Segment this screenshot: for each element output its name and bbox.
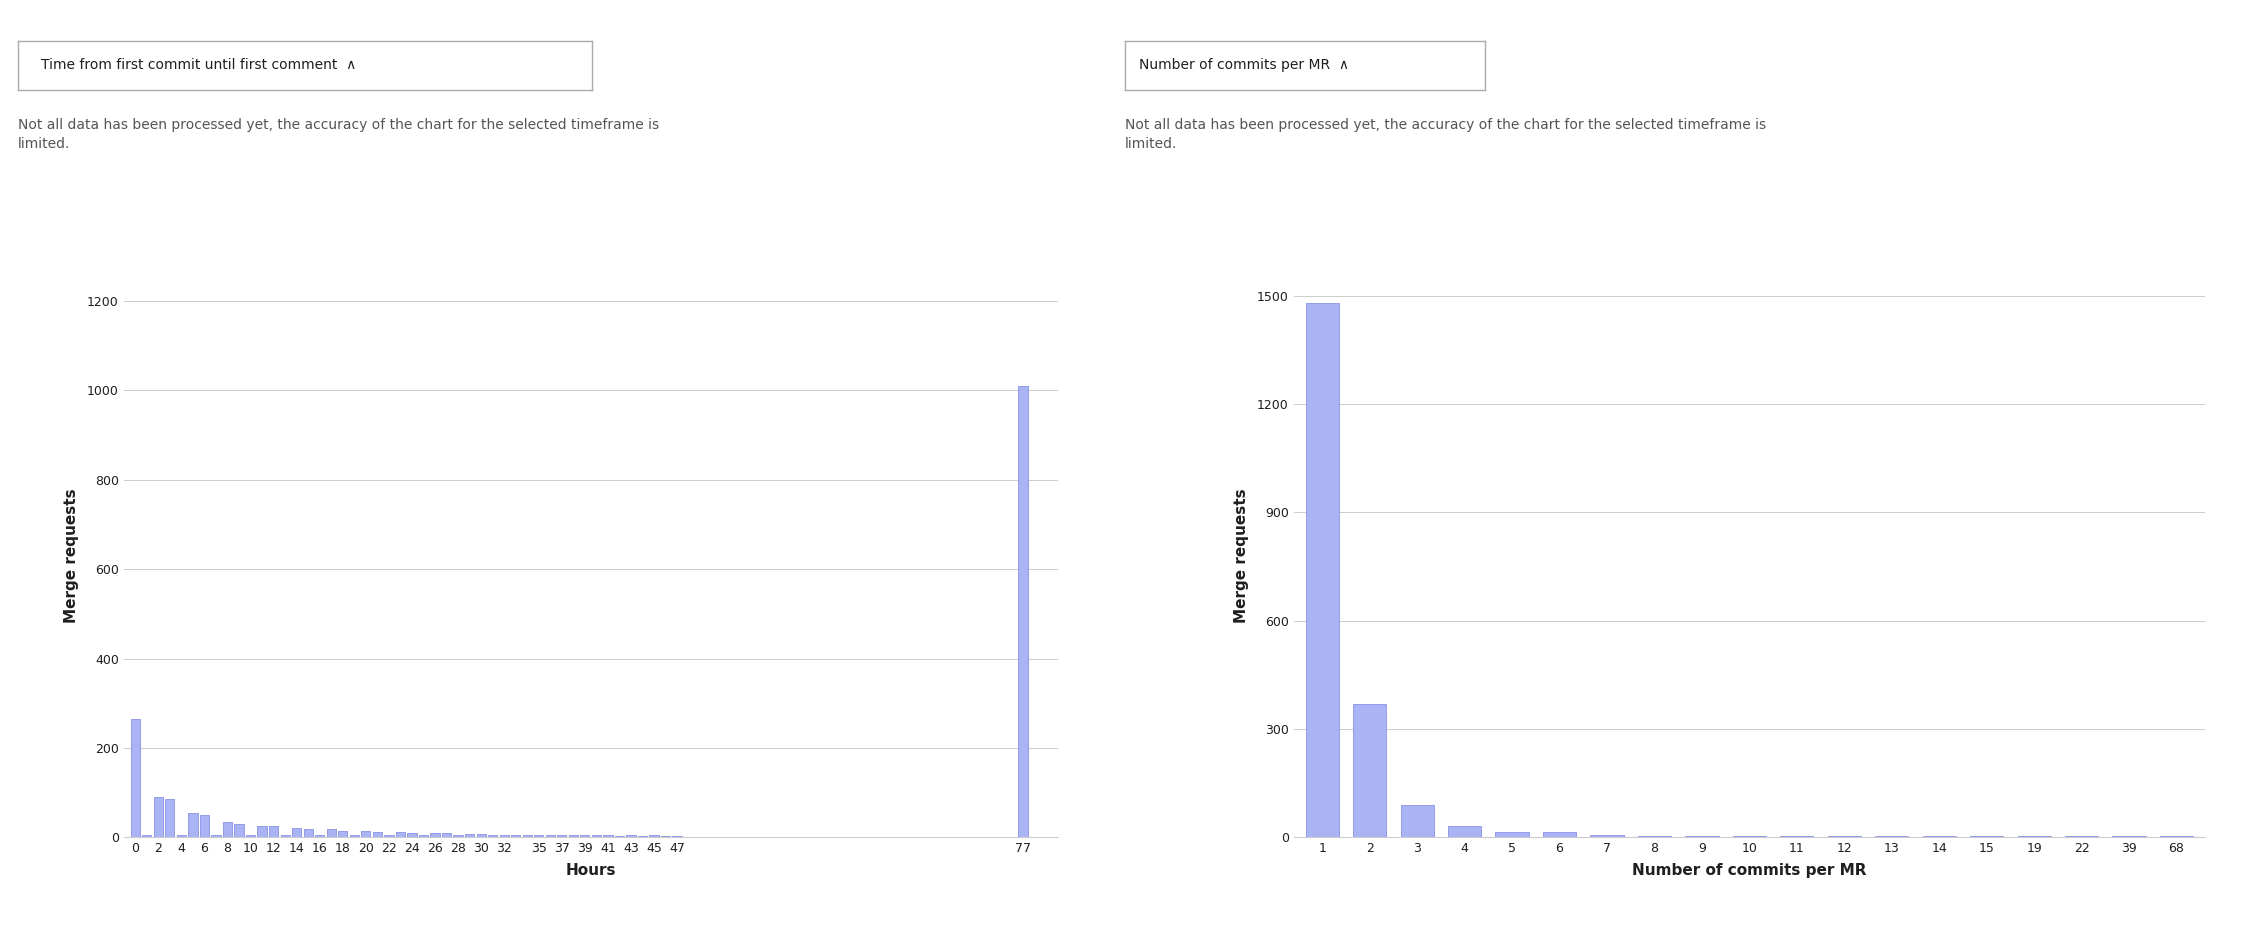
Bar	[315, 835, 324, 837]
Bar	[511, 835, 520, 837]
Y-axis label: Merge requests: Merge requests	[1233, 488, 1249, 623]
Bar	[488, 835, 497, 837]
Bar	[385, 835, 394, 837]
Bar	[569, 835, 578, 837]
Bar	[142, 835, 151, 837]
Bar	[223, 822, 232, 837]
Bar	[338, 831, 346, 837]
Bar	[1400, 805, 1433, 837]
Bar	[189, 813, 198, 837]
Bar	[1496, 832, 1528, 837]
X-axis label: Number of commits per MR: Number of commits per MR	[1631, 864, 1868, 879]
Text: Time from first commit until first comment  ∧: Time from first commit until first comme…	[40, 59, 356, 72]
Bar	[212, 835, 220, 837]
Bar	[650, 835, 659, 837]
Bar	[1827, 836, 1861, 837]
Bar	[603, 835, 612, 837]
Bar	[1544, 832, 1577, 837]
Bar	[130, 719, 140, 837]
Bar	[153, 797, 162, 837]
Bar	[200, 815, 209, 837]
Bar	[466, 833, 475, 837]
Bar	[1449, 827, 1480, 837]
Bar	[1591, 835, 1624, 837]
Text: Not all data has been processed yet, the accuracy of the chart for the selected : Not all data has been processed yet, the…	[18, 118, 659, 150]
Bar	[407, 832, 416, 837]
Bar	[580, 835, 590, 837]
Bar	[374, 832, 382, 837]
Bar	[662, 836, 670, 837]
Bar	[477, 834, 486, 837]
Bar	[430, 832, 439, 837]
Bar	[1732, 836, 1766, 837]
Bar	[164, 799, 176, 837]
Bar	[626, 835, 634, 837]
Bar	[547, 835, 556, 837]
Bar	[558, 835, 567, 837]
Bar	[396, 832, 405, 837]
Bar	[522, 835, 531, 837]
Bar	[304, 829, 313, 837]
Y-axis label: Merge requests: Merge requests	[63, 488, 79, 623]
Text: Not all data has been processed yet, the accuracy of the chart for the selected : Not all data has been processed yet, the…	[1125, 118, 1766, 150]
Bar	[1685, 836, 1719, 837]
Bar	[592, 835, 601, 837]
Bar	[362, 831, 371, 837]
Bar	[673, 836, 682, 837]
Bar	[614, 836, 623, 837]
Bar	[1352, 704, 1386, 837]
Text: Number of commits per MR  ∧: Number of commits per MR ∧	[1138, 59, 1350, 72]
Bar	[455, 835, 464, 837]
Bar	[1305, 304, 1339, 837]
Bar	[418, 835, 428, 837]
Bar	[349, 835, 360, 837]
Bar	[533, 835, 542, 837]
Bar	[639, 836, 648, 837]
Bar	[178, 835, 187, 837]
Bar	[292, 829, 302, 837]
X-axis label: Hours: Hours	[565, 864, 616, 879]
Bar	[326, 829, 335, 837]
Bar	[270, 826, 279, 837]
Bar	[234, 824, 243, 837]
Bar	[441, 833, 452, 837]
Bar	[245, 835, 254, 837]
Bar	[281, 835, 290, 837]
Bar	[500, 834, 508, 837]
Bar	[256, 826, 268, 837]
Bar	[1019, 386, 1028, 837]
Bar	[1780, 836, 1814, 837]
Bar	[1638, 835, 1672, 837]
